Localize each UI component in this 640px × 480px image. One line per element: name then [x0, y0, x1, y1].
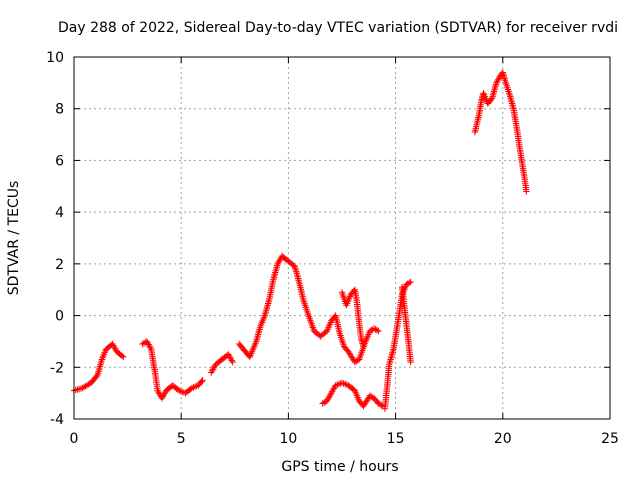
y-tick-label: -4 — [50, 412, 64, 428]
data-point — [265, 298, 272, 305]
data-point — [188, 384, 196, 392]
data-point — [407, 358, 414, 366]
data-point — [255, 329, 262, 336]
data-point — [407, 278, 414, 286]
data-point — [177, 388, 184, 395]
data-point — [118, 352, 126, 360]
y-tick-label: 4 — [55, 205, 64, 221]
data-point — [175, 387, 183, 394]
data-point — [199, 377, 206, 384]
plot-frame — [73, 56, 611, 420]
data-point — [332, 382, 339, 389]
data-point — [340, 380, 347, 387]
data-point — [372, 326, 379, 333]
data-point — [373, 327, 381, 334]
y-tick-label: 2 — [55, 257, 64, 273]
series-sdtvar — [70, 69, 530, 412]
data-point — [190, 384, 197, 391]
data-point — [120, 353, 127, 361]
data-point — [97, 359, 105, 367]
tick-marks — [73, 56, 611, 420]
data-point — [93, 373, 100, 380]
y-tick-label: 0 — [55, 309, 64, 325]
x-tick-label: 0 — [70, 431, 79, 447]
data-point — [229, 358, 236, 366]
y-tick-label: 10 — [46, 50, 64, 66]
data-point — [386, 359, 393, 367]
y-tick-label: 6 — [55, 153, 64, 169]
x-axis-label: GPS time / hours — [281, 459, 398, 475]
data-point — [523, 188, 530, 195]
data-point — [507, 96, 515, 104]
data-point — [406, 279, 413, 286]
data-point — [198, 378, 205, 385]
y-tick-label: 8 — [55, 102, 64, 118]
y-tick-label: -2 — [50, 360, 64, 376]
x-tick-label: 5 — [177, 431, 186, 447]
data-point — [375, 327, 382, 335]
data-point — [334, 381, 341, 388]
data-point — [335, 380, 342, 388]
x-tick-label: 10 — [279, 431, 297, 447]
data-point — [97, 361, 104, 368]
data-point — [147, 344, 154, 351]
chart-title: Day 288 of 2022, Sidereal Day-to-day VTE… — [58, 20, 618, 36]
data-point — [360, 343, 367, 350]
data-point — [255, 327, 263, 335]
data-point — [320, 399, 328, 406]
tick-labels: 0 5 10 15 20 25 -4 -2 0 2 4 6 8 10 — [46, 50, 619, 447]
data-series — [70, 69, 530, 412]
data-point — [228, 357, 235, 364]
x-tick-label: 20 — [494, 431, 512, 447]
data-point — [387, 354, 395, 361]
data-point — [338, 379, 346, 386]
x-tick-label: 25 — [601, 431, 619, 447]
y-axis-label: SDTVAR / TECUs — [6, 181, 22, 296]
grid-lines — [74, 57, 610, 419]
data-point — [342, 380, 349, 388]
data-point — [487, 96, 495, 103]
x-tick-label: 15 — [387, 431, 405, 447]
data-point — [191, 383, 199, 390]
